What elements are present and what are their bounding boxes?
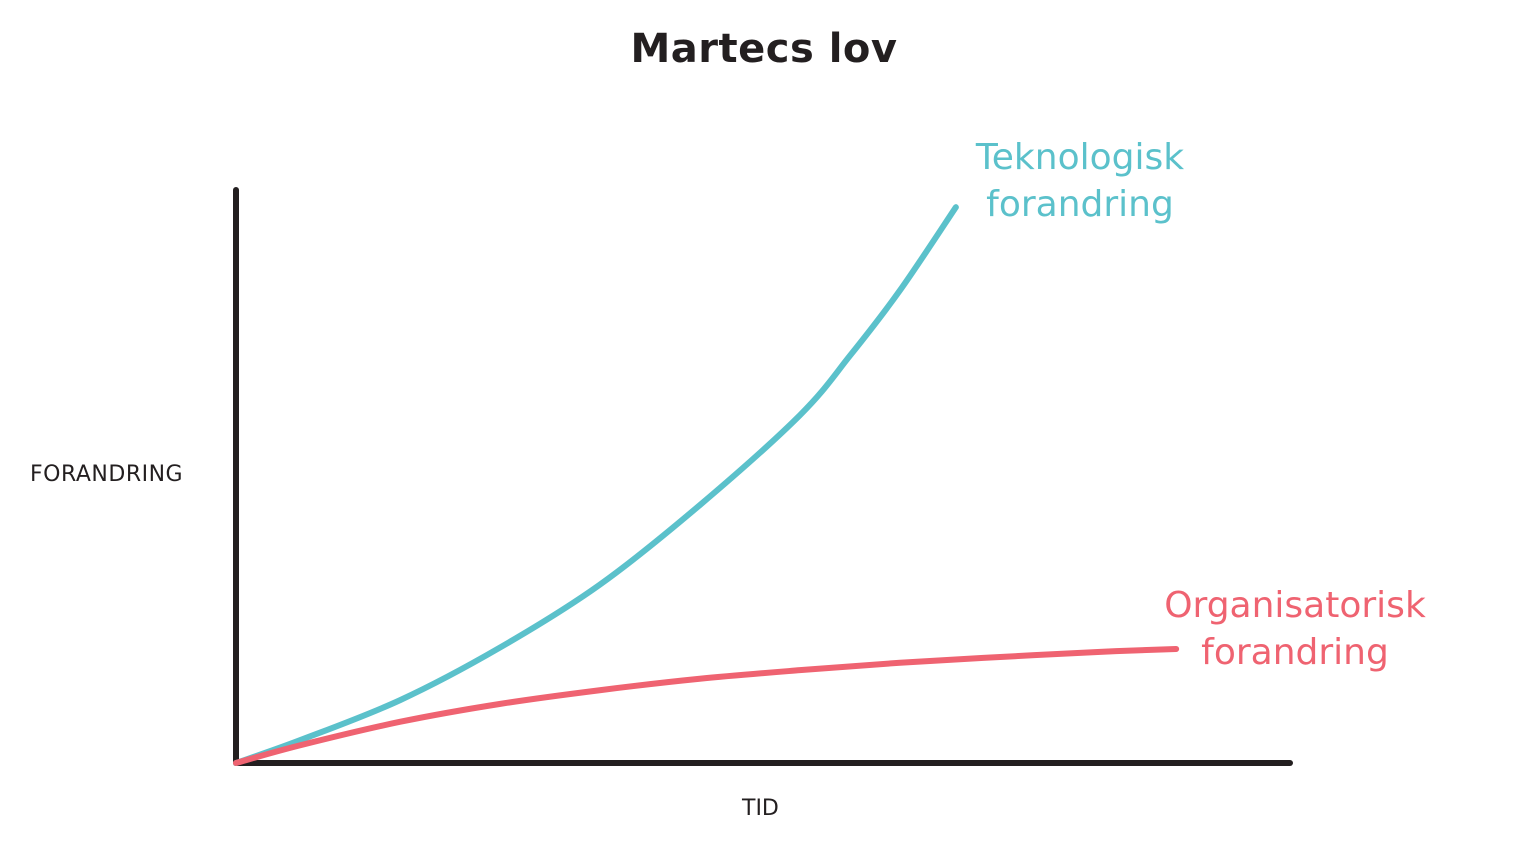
organizational-label-line-2: forandring bbox=[1201, 632, 1389, 673]
x-axis-label: TID bbox=[742, 796, 779, 821]
technological-label-line-1: Teknologisk bbox=[975, 137, 1185, 178]
chart-title: Martecs lov bbox=[630, 26, 898, 72]
organizational-label-line-1: Organisatorisk bbox=[1164, 585, 1426, 626]
organizational-change-line bbox=[233, 645, 1180, 766]
y-axis-label: FORANDRING bbox=[30, 462, 184, 487]
technological-change-line bbox=[233, 204, 959, 766]
technological-change-label: Teknologisk forandring bbox=[960, 134, 1200, 228]
organizational-change-label: Organisatorisk forandring bbox=[1150, 582, 1440, 676]
technological-label-line-2: forandring bbox=[986, 184, 1174, 225]
